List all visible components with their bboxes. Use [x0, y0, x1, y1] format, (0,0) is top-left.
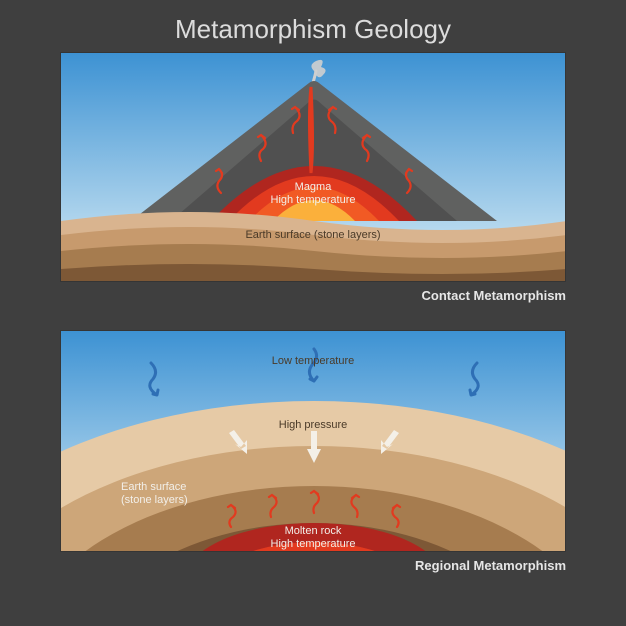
contact-caption: Contact Metamorphism [422, 288, 566, 303]
magma-label: Magma High temperature [61, 181, 565, 207]
high-pressure-label: High pressure [61, 419, 565, 432]
earth-surface-label-1: Earth surface (stone layers) [61, 229, 565, 242]
contact-diagram-svg [61, 53, 566, 282]
earth-surface-label-2: Earth surface (stone layers) [121, 481, 188, 507]
molten-rock-label: Molten rock High temperature [61, 525, 565, 551]
regional-caption: Regional Metamorphism [415, 558, 566, 573]
low-temp-label: Low temperature [61, 355, 565, 368]
page-title: Metamorphism Geology [0, 14, 626, 45]
regional-metamorphism-panel: Low temperature High pressure Earth surf… [60, 330, 566, 552]
contact-metamorphism-panel: Magma High temperature Earth surface (st… [60, 52, 566, 282]
